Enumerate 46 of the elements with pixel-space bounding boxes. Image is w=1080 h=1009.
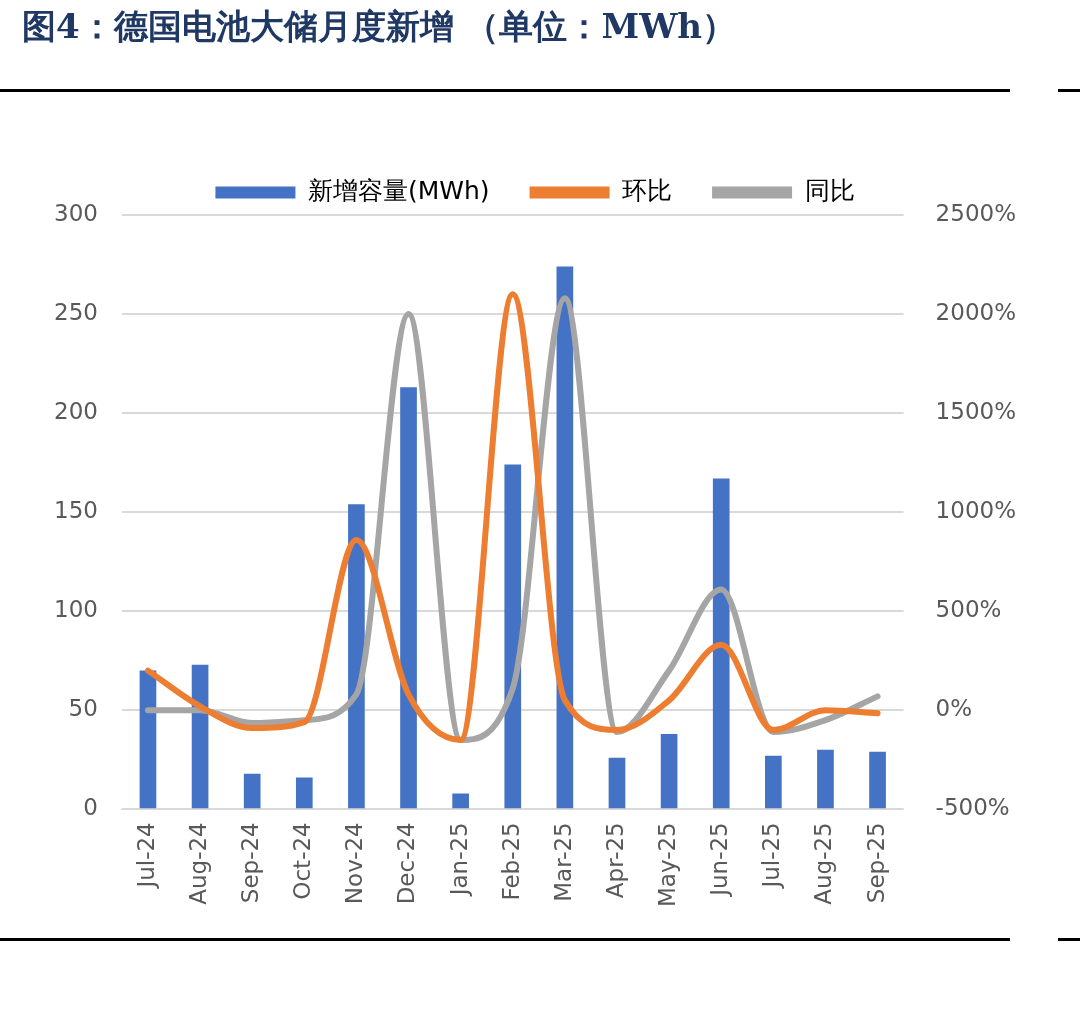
bar <box>712 478 730 809</box>
bar <box>660 734 678 809</box>
bar <box>504 464 522 809</box>
x-tick-label: Dec-24 <box>393 822 420 905</box>
x-tick-label: Apr-25 <box>601 822 628 899</box>
bar <box>452 793 469 809</box>
bar <box>869 751 886 809</box>
y2-tick-label: 2500% <box>935 199 1016 226</box>
bar <box>295 777 313 809</box>
y2-tick-label: 2000% <box>935 299 1016 326</box>
y2-tick-label: 0% <box>935 695 973 722</box>
legend-label: 新增容量(MWh) <box>307 176 490 205</box>
x-tick-label: Oct-24 <box>289 822 316 900</box>
bar <box>817 749 834 809</box>
y-tick-label: 250 <box>53 299 98 326</box>
x-tick-label: Jun-25 <box>706 822 733 898</box>
y-tick-label: 0 <box>83 794 98 821</box>
x-tick-label: Jan-25 <box>445 822 472 898</box>
x-tick-label: Sep-25 <box>862 822 889 904</box>
y-tick-label: 150 <box>53 497 98 524</box>
y2-tick-label: -500% <box>935 794 1010 821</box>
y2-tick-label: 1000% <box>935 497 1016 524</box>
chart-title: 图4：德国电池大储月度新增 （单位：MWh） <box>22 5 737 48</box>
x-tick-label: Jul-24 <box>132 822 159 890</box>
legend-label: 同比 <box>804 176 855 205</box>
y2-tick-label: 1500% <box>935 398 1016 425</box>
x-tick-label: Jul-25 <box>758 822 785 890</box>
bar <box>139 670 157 809</box>
bar <box>764 755 782 809</box>
x-tick-label: Sep-24 <box>237 822 264 904</box>
x-tick-label: Aug-24 <box>185 822 212 905</box>
y-tick-label: 50 <box>68 695 98 722</box>
y-tick-label: 100 <box>53 596 98 623</box>
y2-tick-label: 500% <box>935 596 1002 623</box>
y-tick-label: 200 <box>53 398 98 425</box>
x-tick-label: Feb-25 <box>497 822 524 901</box>
x-tick-label: Nov-24 <box>341 822 368 905</box>
bar <box>400 387 417 809</box>
x-tick-label: Mar-25 <box>549 822 576 902</box>
y-tick-label: 300 <box>53 199 98 226</box>
bar <box>243 773 261 809</box>
x-tick-label: Aug-25 <box>810 822 837 905</box>
bar <box>608 757 626 809</box>
x-tick-label: May-25 <box>654 822 681 908</box>
bar <box>348 504 365 809</box>
legend-label: 环比 <box>622 176 673 205</box>
